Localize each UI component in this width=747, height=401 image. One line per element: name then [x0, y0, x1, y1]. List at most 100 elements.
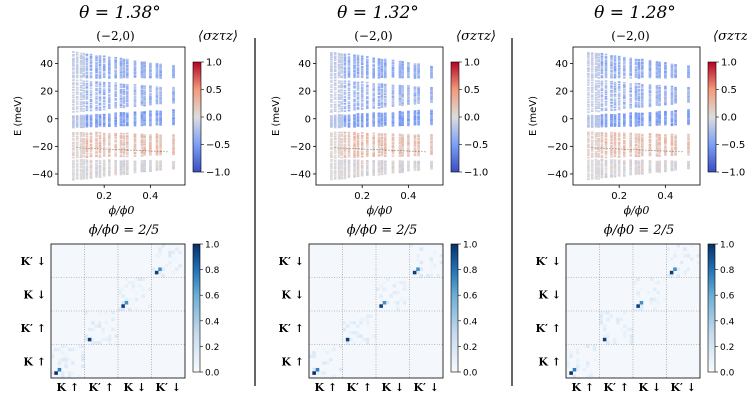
data-point [95, 146, 98, 149]
data-point [343, 59, 347, 61]
data-point [613, 98, 617, 101]
data-point [664, 161, 667, 164]
data-point [340, 61, 343, 64]
data-point [343, 177, 347, 180]
data-point [629, 87, 632, 90]
data-point [347, 137, 351, 140]
data-point [401, 63, 404, 66]
data-point [617, 135, 621, 138]
data-point [343, 63, 347, 66]
data-point [687, 89, 690, 92]
data-point [610, 70, 613, 73]
data-point [330, 147, 333, 149]
data-point [597, 162, 600, 165]
data-point [72, 59, 75, 61]
data-point [89, 161, 93, 163]
data-point [613, 85, 617, 88]
y-tick-label: 40 [555, 59, 568, 70]
data-point [655, 136, 659, 139]
matrix-cell [107, 337, 112, 342]
data-point [347, 154, 351, 157]
matrix-cell [345, 324, 350, 328]
data-point [337, 125, 341, 128]
data-point [119, 148, 123, 151]
data-point [337, 105, 341, 108]
data-point [670, 65, 674, 68]
data-point [687, 114, 690, 117]
data-point [648, 134, 652, 137]
data-point [333, 65, 337, 68]
data-point [72, 171, 75, 174]
data-point [114, 106, 117, 109]
data-point [122, 71, 126, 73]
data-point [343, 134, 347, 137]
data-point [102, 64, 106, 66]
data-point [340, 148, 343, 151]
data-point [149, 111, 152, 114]
data-point [102, 88, 106, 90]
data-point [634, 88, 638, 91]
data-point [594, 140, 598, 143]
data-point [337, 85, 341, 87]
matrix-cell [67, 371, 72, 375]
data-point [102, 105, 106, 108]
data-point [648, 86, 652, 88]
matrix-cell [612, 341, 617, 345]
data-point [401, 88, 404, 90]
data-point [380, 98, 384, 101]
data-point [380, 90, 384, 93]
data-point [353, 81, 356, 84]
data-point [102, 137, 106, 140]
data-point [617, 120, 621, 123]
data-point [159, 164, 162, 166]
data-point [623, 113, 626, 116]
data-point [629, 146, 632, 149]
data-point [347, 120, 351, 123]
data-point [413, 86, 417, 89]
data-point [664, 103, 667, 106]
data-point [143, 115, 146, 118]
data-point [122, 93, 126, 96]
data-point [102, 148, 106, 151]
data-point [398, 87, 402, 90]
matrix-cell [653, 307, 657, 312]
data-point [391, 71, 395, 74]
data-point [366, 76, 369, 79]
data-point [664, 96, 667, 99]
data-point [655, 134, 659, 137]
data-point [380, 69, 384, 72]
data-point [333, 79, 337, 82]
data-point [430, 71, 433, 74]
data-point [600, 175, 604, 178]
data-point [143, 61, 146, 64]
data-point [430, 148, 433, 151]
data-point [347, 91, 351, 94]
y-tick-label: 0 [47, 114, 53, 125]
data-point [613, 66, 617, 69]
data-point [372, 169, 375, 172]
data-point [72, 75, 75, 77]
data-point [634, 95, 638, 98]
data-point [372, 106, 375, 109]
data-point [340, 94, 343, 97]
matrix-cell [689, 244, 694, 248]
data-point [613, 169, 617, 172]
data-point [89, 72, 93, 75]
data-point [140, 101, 144, 104]
data-point [72, 103, 75, 106]
data-point [398, 90, 402, 93]
data-point [623, 168, 626, 170]
data-point [674, 151, 677, 154]
data-point [119, 119, 123, 121]
data-point [377, 167, 381, 170]
data-point [82, 144, 85, 147]
data-point [641, 154, 644, 157]
data-point [102, 91, 106, 94]
data-point [629, 144, 632, 147]
data-point [172, 98, 175, 100]
data-point [79, 96, 83, 98]
data-point [347, 115, 351, 118]
data-point [82, 138, 85, 140]
data-point [648, 71, 652, 74]
